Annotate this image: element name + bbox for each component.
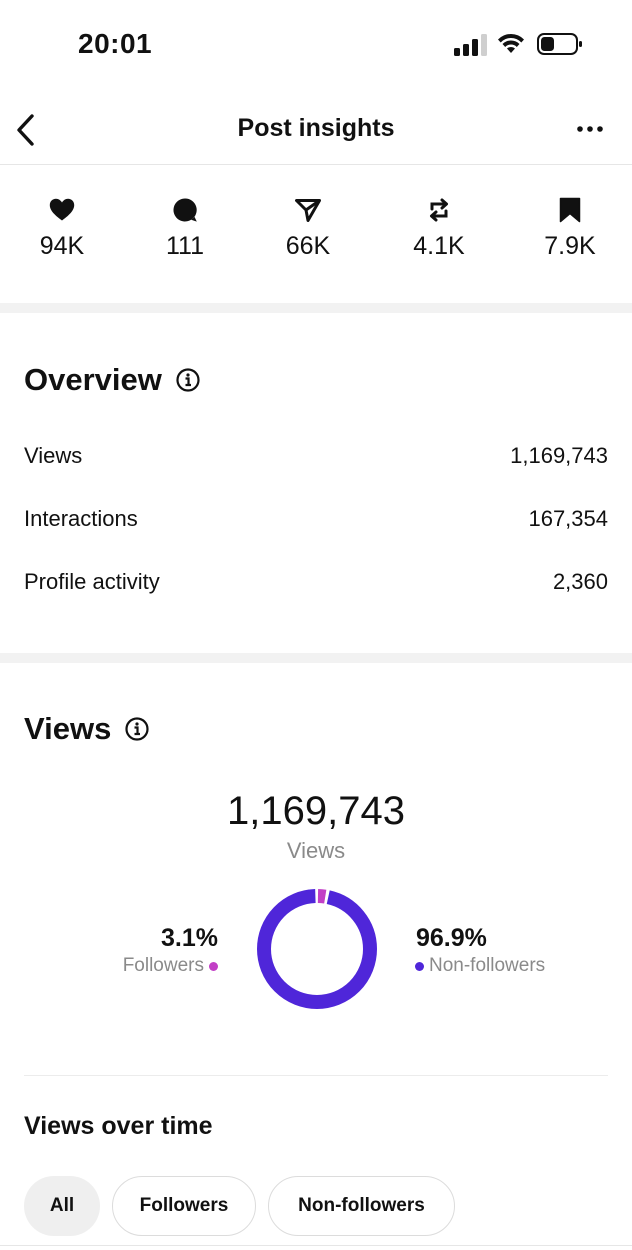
views-over-time-title: Views over time xyxy=(24,1112,213,1140)
stat-comments: 111 xyxy=(135,196,235,261)
views-value: 1,169,743 xyxy=(510,443,608,468)
page-title: Post insights xyxy=(237,114,395,142)
stat-saves: 7.9K xyxy=(520,196,620,261)
followers-legend: Followers xyxy=(123,955,218,977)
comments-count: 111 xyxy=(165,232,204,260)
saves-count: 7.9K xyxy=(544,232,596,260)
section-divider xyxy=(24,1075,608,1076)
bottom-divider xyxy=(0,1245,632,1246)
filter-all-chip[interactable]: All xyxy=(24,1176,100,1236)
heart-icon xyxy=(49,198,75,221)
interactions-value: 167,354 xyxy=(528,506,608,531)
stat-reposts: 4.1K xyxy=(389,196,489,261)
info-icon[interactable] xyxy=(176,368,200,392)
followers-percent-value: 3.1% xyxy=(161,924,218,952)
battery-icon xyxy=(537,33,582,55)
repost-icon xyxy=(430,198,448,222)
non-followers-segment xyxy=(257,889,377,1009)
non-followers-percent-value: 96.9% xyxy=(416,924,487,952)
profile-activity-label: Profile activity xyxy=(24,569,160,594)
non-followers-percent: 96.9% xyxy=(416,924,487,953)
more-horizontal-icon xyxy=(577,126,603,132)
stat-shares: 66K xyxy=(258,196,358,261)
views-label: Views xyxy=(24,443,83,468)
non-followers-legend-label: Non-followers xyxy=(429,955,546,976)
interactions-label: Interactions xyxy=(24,506,138,531)
shares-count: 66K xyxy=(285,232,331,260)
header-divider xyxy=(0,164,632,165)
followers-percent: 3.1% xyxy=(100,924,218,953)
bookmark-icon xyxy=(559,197,581,223)
views-title-row: Views xyxy=(24,711,149,747)
filter-non-followers-chip[interactable]: Non-followers xyxy=(268,1176,455,1236)
followers-legend-label: Followers xyxy=(122,955,204,976)
reposts-count: 4.1K xyxy=(413,232,465,260)
total-views: 1,169,743 xyxy=(227,789,405,833)
chevron-left-icon xyxy=(17,114,34,146)
share-icon xyxy=(295,199,321,222)
status-time: 20:01 xyxy=(78,28,153,59)
non-followers-dot xyxy=(415,961,424,971)
followers-dot xyxy=(209,961,218,971)
comment-icon xyxy=(173,198,197,222)
cellular-signal-icon xyxy=(454,34,487,56)
total-views-label: Views xyxy=(286,838,346,863)
likes-count: 94K xyxy=(39,232,85,260)
stat-likes: 94K xyxy=(12,196,112,261)
back-button[interactable] xyxy=(6,110,44,150)
section-divider xyxy=(0,303,632,313)
non-followers-legend: Non-followers xyxy=(415,955,545,977)
overview-title-row: Overview xyxy=(24,362,200,398)
more-options-button[interactable] xyxy=(570,112,610,146)
wifi-icon xyxy=(498,33,524,53)
section-divider xyxy=(0,653,632,663)
info-icon[interactable] xyxy=(125,717,149,741)
filter-followers-chip[interactable]: Followers xyxy=(112,1176,256,1236)
views-title: Views xyxy=(24,711,112,746)
overview-title: Overview xyxy=(24,362,162,397)
profile-activity-value: 2,360 xyxy=(552,569,608,594)
views-donut-chart xyxy=(257,889,377,1009)
